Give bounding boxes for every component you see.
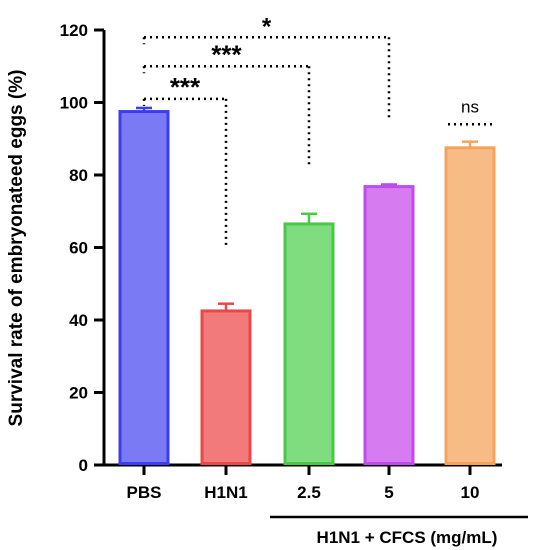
bar-5	[363, 185, 415, 465]
error-bars	[136, 106, 478, 311]
bar-H1N1	[200, 309, 252, 465]
y-tick-label: 80	[69, 166, 88, 185]
significance-label: ***	[170, 72, 201, 102]
x-tick-label: 5	[384, 483, 393, 502]
x-tick-labels: PBS H1N1 2.5 5 10	[127, 465, 480, 502]
x-tick-label: 2.5	[297, 483, 321, 502]
group-label: H1N1 + CFCS (mg/mL)	[317, 528, 498, 547]
x-tick-label: 10	[461, 483, 480, 502]
significance-label: ns	[461, 97, 479, 116]
x-tick-label: H1N1	[204, 483, 247, 502]
y-ticks: 0 20 40 60 80 100 120	[60, 21, 104, 475]
y-tick-label: 0	[79, 456, 88, 475]
y-tick-label: 40	[69, 311, 88, 330]
y-tick-label: 60	[69, 239, 88, 258]
bars	[118, 110, 496, 465]
y-tick-label: 120	[60, 21, 88, 40]
significance-label: *	[262, 13, 272, 40]
y-axis-label: Survival rate of embryonateed eggs (%)	[6, 70, 27, 427]
bar-2.5	[283, 222, 335, 465]
y-tick-label: 100	[60, 94, 88, 113]
significance-label: ***	[211, 39, 242, 69]
y-tick-label: 20	[69, 384, 88, 403]
bar-10	[444, 146, 496, 465]
x-tick-label: PBS	[127, 483, 162, 502]
significance-annotations: *******ns	[142, 13, 492, 248]
bar-PBS	[118, 110, 170, 465]
